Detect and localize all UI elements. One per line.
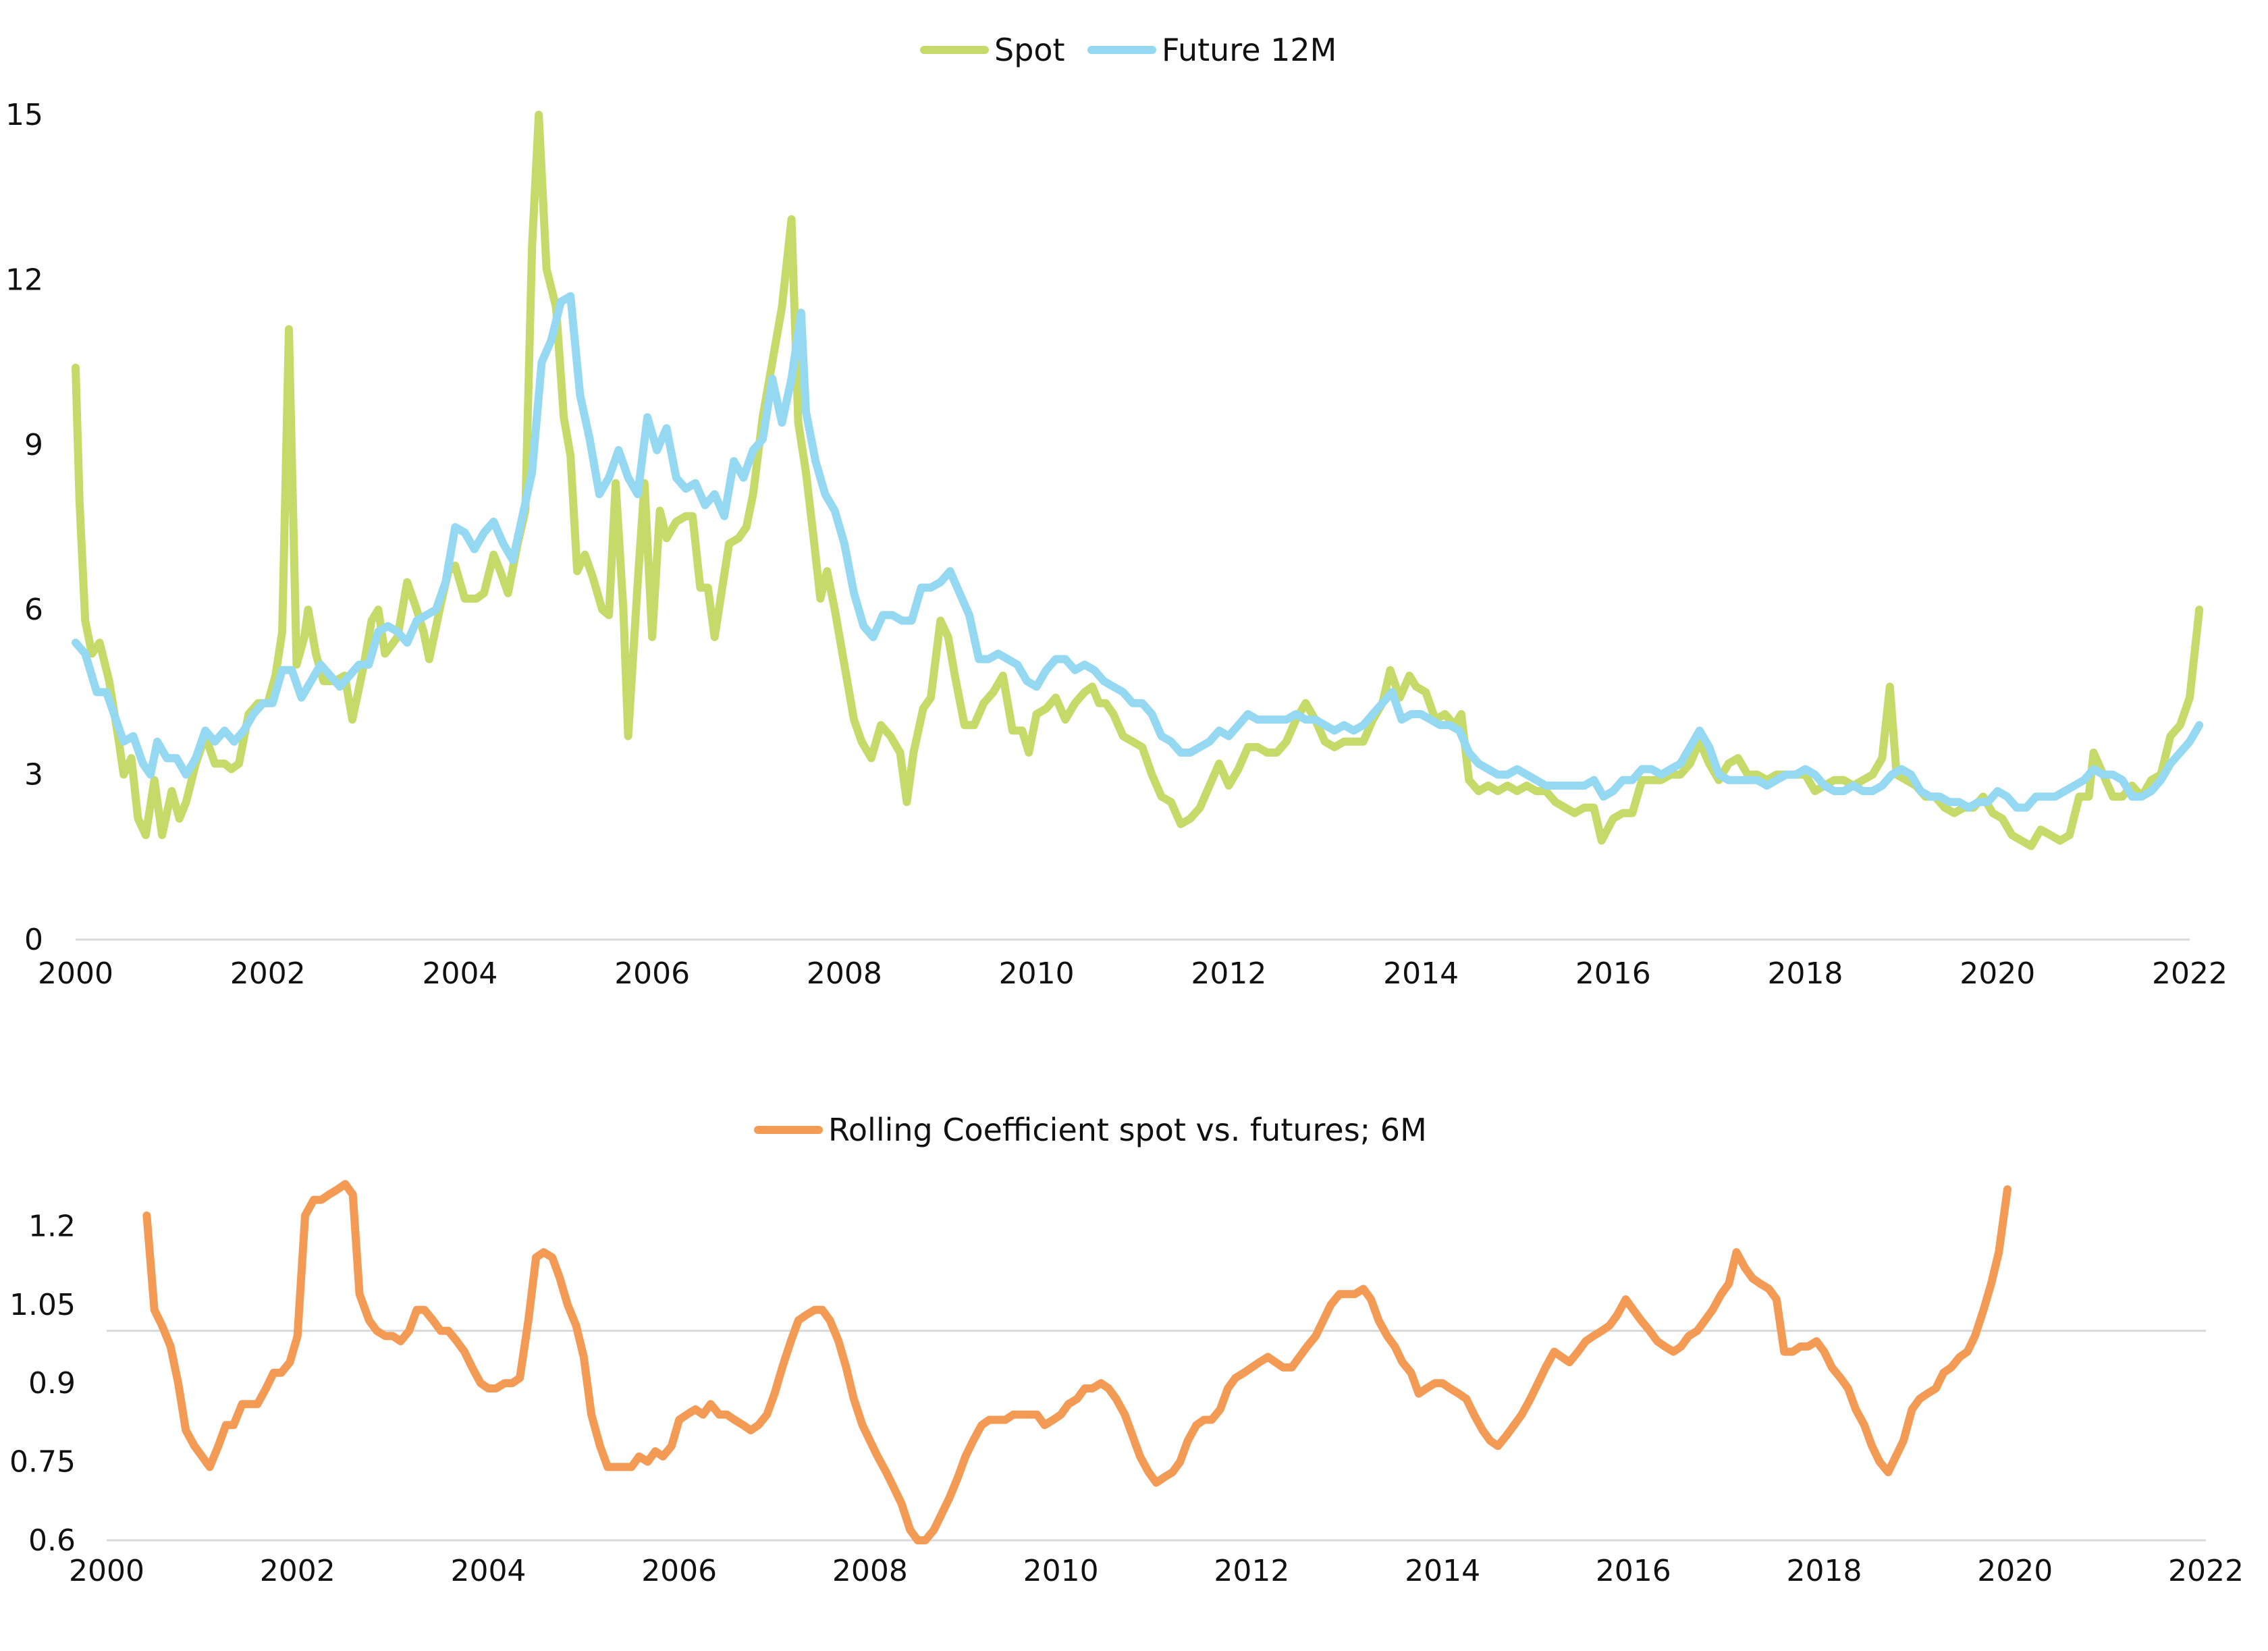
x-tick-label: 2018 <box>1787 1554 1862 1588</box>
x-tick-label: 2004 <box>450 1554 526 1588</box>
bottom-chart: 0.6 0.75 0.9 1.05 1.2 2000 2002 2004 2006 2008 201… <box>9 1112 2244 1588</box>
legend-label: Spot <box>994 32 1065 68</box>
x-tick-label: 2008 <box>832 1554 908 1588</box>
y-tick-label: 0 <box>24 923 43 957</box>
series-line-2-1 <box>142 1180 2012 1544</box>
x-tick-label: 2012 <box>1191 956 1266 991</box>
y-tick-label: 3 <box>24 758 43 792</box>
x-tick-label: 2016 <box>1596 1554 1671 1588</box>
x-tick-label: 2010 <box>999 956 1075 991</box>
y-tick-label: 1.05 <box>9 1288 76 1322</box>
x-tick-label: 2000 <box>38 956 113 991</box>
y-tick-label: 1.2 <box>28 1209 76 1243</box>
y-tick-label: 0.75 <box>9 1445 76 1480</box>
x-tick-label: 2020 <box>1960 956 2035 991</box>
x-tick-label: 2006 <box>641 1554 717 1588</box>
legend-label: Rolling Coefficient spot vs. futures; 6M <box>828 1112 1427 1148</box>
x-tick-label: 2014 <box>1383 956 1459 991</box>
x-tick-label: 2002 <box>230 956 306 991</box>
series-line-1-1 <box>72 111 2204 850</box>
x-tick-label: 2020 <box>1977 1554 2053 1588</box>
x-tick-label: 2018 <box>1768 956 1843 991</box>
x-tick-label: 2002 <box>260 1554 335 1588</box>
y-tick-label: 9 <box>24 428 43 462</box>
y-tick-label: 0.9 <box>28 1366 76 1401</box>
x-tick-label: 2008 <box>807 956 882 991</box>
x-tick-label: 2016 <box>1575 956 1651 991</box>
x-tick-label: 2022 <box>2168 1554 2244 1588</box>
y-tick-label: 15 <box>5 98 43 132</box>
x-tick-label: 2000 <box>69 1554 144 1588</box>
x-tick-label: 2010 <box>1023 1554 1099 1588</box>
y-tick-label: 12 <box>5 263 43 297</box>
legend-label: Future 12M <box>1162 32 1336 68</box>
series-line-1-2 <box>72 292 2204 812</box>
x-tick-label: 2004 <box>422 956 497 991</box>
y-tick-label: 0.6 <box>28 1523 76 1558</box>
x-tick-label: 2006 <box>614 956 690 991</box>
x-tick-label: 2014 <box>1405 1554 1480 1588</box>
x-tick-label: 2022 <box>2152 956 2228 991</box>
x-tick-label: 2012 <box>1214 1554 1289 1588</box>
top-chart: 0 3 6 9 12 15 2000 2002 2004 2006 2008 2010 2012 2014… <box>5 32 2228 991</box>
y-tick-label: 6 <box>24 593 43 627</box>
